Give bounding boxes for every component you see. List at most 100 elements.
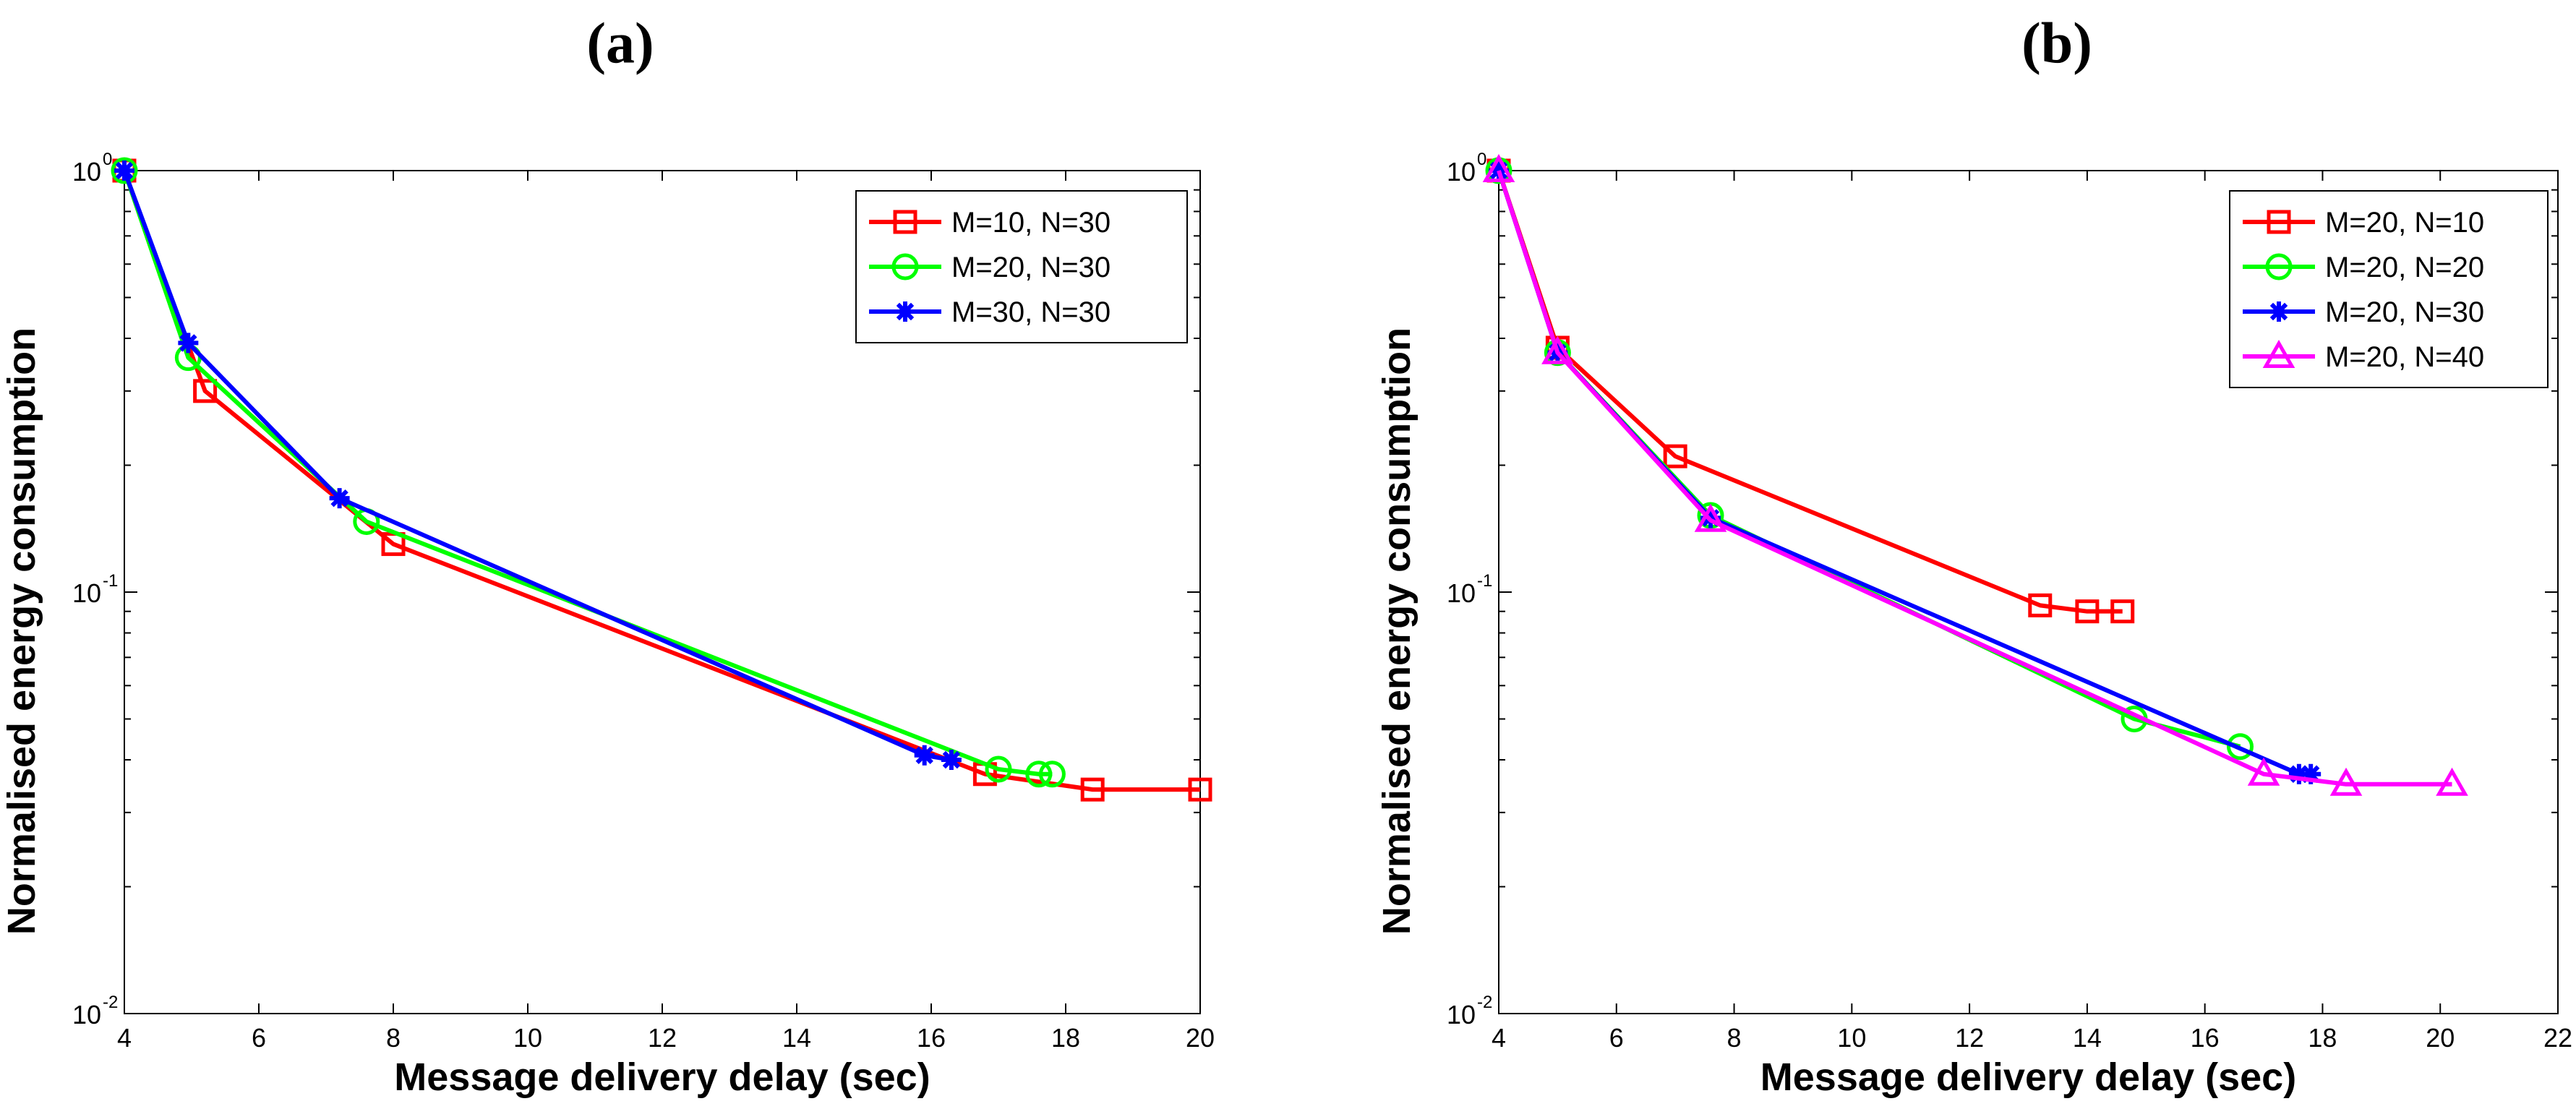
y-tick-label: 10 -1 xyxy=(72,571,118,608)
data-point xyxy=(329,488,350,509)
y-tick-exponent: 0 xyxy=(1477,150,1486,169)
legend-entry: M=10, N=30 xyxy=(869,207,1111,239)
data-point xyxy=(2436,767,2468,796)
asterisk-center xyxy=(335,494,344,503)
asterisk-center xyxy=(184,338,193,348)
x-axis-label: Message delivery delay (sec) xyxy=(1760,1056,2296,1099)
x-tick-label: 22 xyxy=(2543,1023,2572,1053)
y-tick-exponent: -2 xyxy=(103,993,118,1012)
x-tick-label: 14 xyxy=(2073,1023,2102,1053)
asterisk-center xyxy=(2306,769,2316,779)
y-tick-label: 10 0 xyxy=(72,150,112,187)
legend-label: M=10, N=30 xyxy=(951,207,1111,239)
y-axis-label: Normalised energy consumption xyxy=(1375,327,1418,935)
y-tick-base: 10 xyxy=(1447,1000,1476,1029)
legend-entry: M=30, N=30 xyxy=(869,296,1111,328)
x-tick-label: 20 xyxy=(1186,1023,1215,1053)
legend-marker xyxy=(2269,301,2289,322)
y-tick-label: 10 -2 xyxy=(72,993,118,1029)
data-point xyxy=(111,157,138,184)
data-point xyxy=(1025,761,1053,788)
y-axis-label: Normalised energy consumption xyxy=(0,327,43,935)
legend-marker xyxy=(895,301,915,322)
x-tick-label: 16 xyxy=(2191,1023,2220,1053)
y-tick-exponent: -2 xyxy=(1477,993,1492,1012)
asterisk-center xyxy=(120,166,129,175)
legend-label: M=20, N=40 xyxy=(2325,341,2484,373)
x-tick-label: 10 xyxy=(513,1023,542,1053)
y-tick-exponent: -1 xyxy=(103,571,118,591)
asterisk-center xyxy=(901,307,910,316)
legend-marker xyxy=(2265,253,2293,281)
legend-entry: M=20, N=10 xyxy=(2243,207,2484,239)
data-point xyxy=(1188,777,1212,802)
legend-marker xyxy=(2262,339,2295,368)
legend-label: M=20, N=10 xyxy=(2325,207,2484,239)
data-point xyxy=(2075,599,2100,624)
x-tick-label: 10 xyxy=(1837,1023,1866,1053)
x-tick-label: 6 xyxy=(252,1023,266,1053)
x-tick-label: 14 xyxy=(782,1023,811,1053)
data-point xyxy=(1541,335,1574,364)
legend-label: M=30, N=30 xyxy=(951,296,1111,328)
data-point xyxy=(2227,733,2254,761)
data-point xyxy=(178,333,199,354)
data-point xyxy=(1663,444,1687,468)
data-point xyxy=(2329,767,2363,796)
x-tick-label: 18 xyxy=(1051,1023,1080,1053)
data-point xyxy=(1080,777,1105,802)
x-tick-label: 12 xyxy=(648,1023,677,1053)
data-point xyxy=(1038,761,1066,788)
series-2 xyxy=(114,160,962,770)
x-tick-label: 4 xyxy=(117,1023,132,1053)
data-point xyxy=(2028,593,2053,617)
asterisk-center xyxy=(920,750,929,760)
series-line xyxy=(1497,170,2452,787)
y-tick-label: 10 -2 xyxy=(1447,993,1492,1029)
legend-entry: M=20, N=20 xyxy=(2243,252,2484,283)
x-tick-label: 6 xyxy=(1609,1023,1624,1053)
data-point xyxy=(985,755,1012,783)
data-point xyxy=(2247,757,2280,786)
legend: M=20, N=10 M=20, N=20 M=20, N=30 M=20, N=40 xyxy=(2229,190,2549,388)
data-point xyxy=(114,160,134,181)
legend-entry: M=20, N=40 xyxy=(2243,339,2484,373)
series-line xyxy=(122,169,1200,792)
data-point xyxy=(941,749,962,770)
panel-label: (b) xyxy=(2021,12,2092,75)
data-point xyxy=(1482,153,1515,182)
legend-label: M=20, N=30 xyxy=(951,252,1111,283)
x-tick-label: 4 xyxy=(1492,1023,1506,1053)
asterisk-center xyxy=(946,755,956,764)
legend-marker xyxy=(893,210,917,234)
x-tick-label: 8 xyxy=(1727,1023,1742,1053)
y-tick-base: 10 xyxy=(1447,157,1476,187)
data-point xyxy=(1694,503,1727,532)
panel-label: (a) xyxy=(586,12,654,75)
legend-marker xyxy=(891,253,919,281)
y-tick-exponent: 0 xyxy=(103,150,112,169)
y-tick-exponent: -1 xyxy=(1477,571,1492,591)
y-tick-base: 10 xyxy=(72,157,101,187)
data-point xyxy=(2110,599,2135,624)
x-tick-label: 18 xyxy=(2308,1023,2337,1053)
x-tick-label: 8 xyxy=(386,1023,401,1053)
x-axis-label: Message delivery delay (sec) xyxy=(394,1056,930,1099)
x-tick-label: 16 xyxy=(917,1023,946,1053)
legend-marker xyxy=(2267,210,2291,234)
legend: M=10, N=30 M=20, N=30 M=30, N=30 xyxy=(855,190,1188,343)
legend-entry: M=20, N=30 xyxy=(2243,296,2484,328)
legend-entry: M=20, N=30 xyxy=(869,252,1111,283)
x-tick-label: 12 xyxy=(1955,1023,1984,1053)
series-3 xyxy=(1482,153,2468,796)
data-point xyxy=(193,379,218,403)
legend-label: M=20, N=30 xyxy=(2325,296,2484,328)
data-point xyxy=(914,745,935,766)
asterisk-center xyxy=(2275,307,2283,316)
y-tick-label: 10 -1 xyxy=(1447,571,1492,608)
x-tick-label: 20 xyxy=(2426,1023,2455,1053)
y-tick-base: 10 xyxy=(1447,578,1476,608)
y-tick-base: 10 xyxy=(72,578,101,608)
